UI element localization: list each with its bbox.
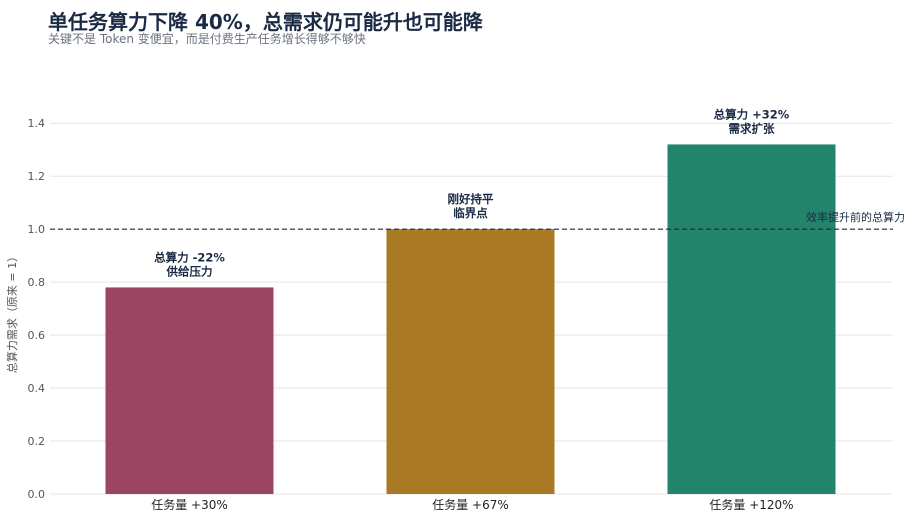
y-tick-label: 0.2: [28, 435, 46, 448]
reference-line-label: 效率提升前的总算力: [806, 210, 905, 224]
x-axis-ticks: 任务量 +30% 任务量 +67% 任务量 +120%: [151, 497, 793, 512]
bar: [386, 229, 555, 494]
y-axis-ticks: 0.0 0.2 0.4 0.6 0.8 1.0 1.2 1.4: [28, 117, 46, 501]
bar: [105, 287, 274, 494]
x-tick-label: 任务量 +120%: [709, 497, 793, 512]
bar-annotation: 供给压力: [166, 264, 213, 278]
y-axis-label: 总算力需求（原来 = 1）: [5, 251, 19, 373]
y-tick-label: 1.0: [28, 223, 46, 236]
reference-line-group: 效率提升前的总算力: [50, 210, 905, 230]
bar-annotation: 总算力 -22%: [154, 250, 225, 264]
bar-annotation: 临界点: [453, 206, 488, 220]
x-tick-label: 任务量 +30%: [151, 497, 228, 512]
bars: [105, 144, 836, 494]
chart-title: 单任务算力下降 40%，总需求仍可能升也可能降: [48, 10, 483, 34]
y-tick-label: 0.4: [28, 382, 46, 395]
y-tick-label: 1.2: [28, 170, 46, 183]
bar-annotation: 总算力 +32%: [714, 107, 790, 121]
bar-annotation: 需求扩张: [729, 121, 775, 135]
chart-subtitle: 关键不是 Token 变便宜，而是付费生产任务增长得够不够快: [48, 32, 366, 46]
x-tick-label: 任务量 +67%: [432, 497, 509, 512]
bar: [667, 144, 836, 494]
bar-annotation: 刚好持平: [448, 192, 494, 206]
y-tick-label: 1.4: [28, 117, 46, 130]
y-tick-label: 0.8: [28, 276, 46, 289]
y-tick-label: 0.0: [28, 488, 46, 501]
y-tick-label: 0.6: [28, 329, 46, 342]
